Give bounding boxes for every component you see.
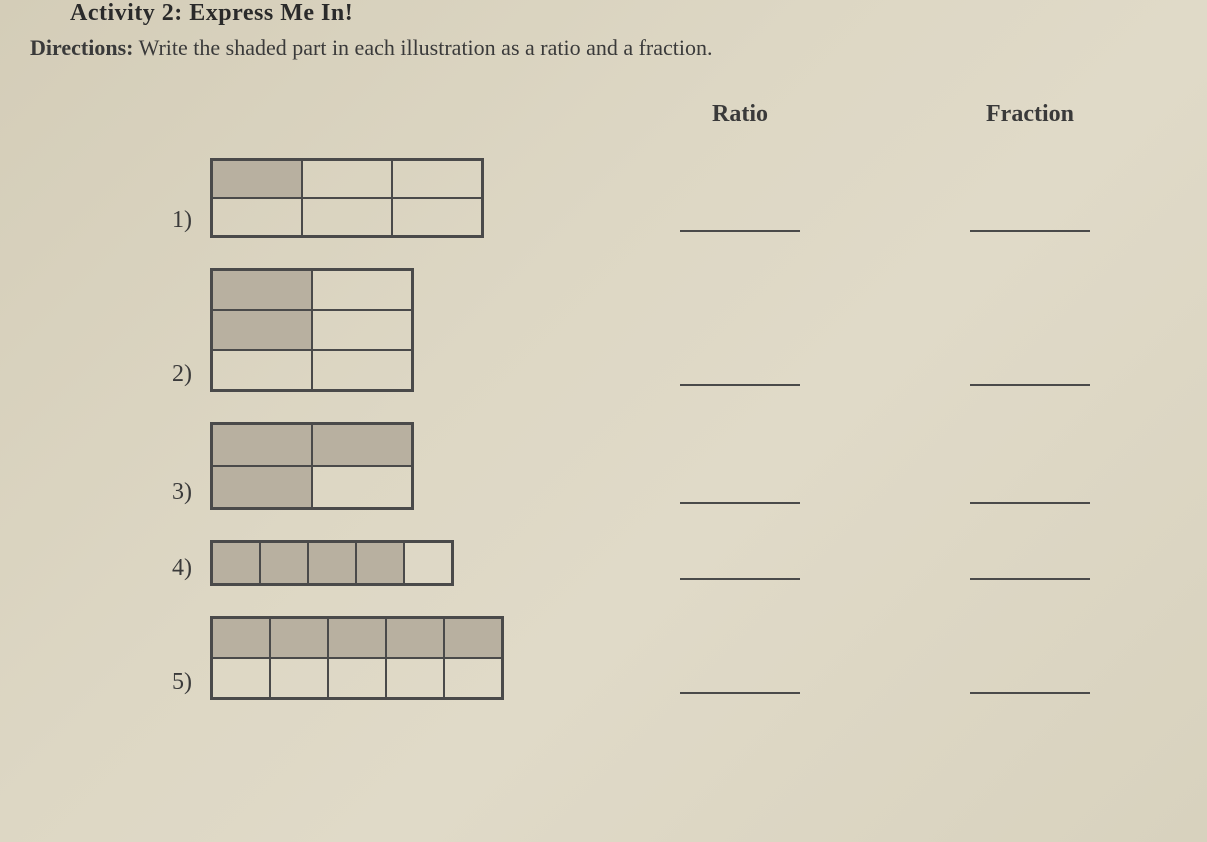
- item-number: 1): [30, 207, 210, 238]
- fraction-answer[interactable]: [890, 692, 1170, 700]
- item-row: 4): [30, 540, 1177, 586]
- cell: [212, 270, 312, 310]
- item-row: 3): [30, 422, 1177, 510]
- cell: [312, 310, 412, 350]
- cell: [356, 542, 404, 584]
- grid-2: [210, 268, 414, 392]
- cell: [308, 542, 356, 584]
- grid-1: [210, 158, 484, 238]
- cell: [260, 542, 308, 584]
- illustration: [210, 268, 590, 392]
- answer-line: [680, 692, 800, 694]
- grid-5: [210, 616, 504, 700]
- answer-line: [970, 502, 1090, 504]
- cell: [392, 160, 482, 198]
- cell: [212, 310, 312, 350]
- ratio-answer[interactable]: [590, 692, 890, 700]
- ratio-header: Ratio: [590, 101, 890, 128]
- directions-text: Write the shaded part in each illustrati…: [133, 35, 712, 60]
- fraction-header: Fraction: [890, 101, 1170, 128]
- illustration: [210, 158, 590, 238]
- item-row: 5): [30, 616, 1177, 700]
- directions: Directions: Write the shaded part in eac…: [30, 35, 1177, 61]
- cell: [312, 466, 412, 508]
- cell: [312, 350, 412, 390]
- illustration: [210, 422, 590, 510]
- column-headers: Ratio Fraction: [30, 101, 1177, 128]
- cell: [212, 542, 260, 584]
- cell: [212, 160, 302, 198]
- cell: [386, 618, 444, 658]
- answer-line: [970, 692, 1090, 694]
- cell: [212, 198, 302, 236]
- illustration: [210, 540, 590, 586]
- cell: [312, 424, 412, 466]
- ratio-answer[interactable]: [590, 578, 890, 586]
- header-spacer: [30, 101, 590, 128]
- cell: [392, 198, 482, 236]
- cell: [212, 658, 270, 698]
- cell: [212, 618, 270, 658]
- cell: [404, 542, 452, 584]
- answer-line: [680, 578, 800, 580]
- answer-line: [970, 384, 1090, 386]
- item-row: 1): [30, 158, 1177, 238]
- cell: [270, 618, 328, 658]
- cell: [444, 658, 502, 698]
- item-number: 2): [30, 361, 210, 392]
- cell: [302, 160, 392, 198]
- item-number: 3): [30, 479, 210, 510]
- grid-4: [210, 540, 454, 586]
- cell: [444, 618, 502, 658]
- directions-label: Directions:: [30, 35, 133, 60]
- answer-line: [970, 578, 1090, 580]
- illustration: [210, 616, 590, 700]
- fraction-answer[interactable]: [890, 578, 1170, 586]
- fraction-answer[interactable]: [890, 502, 1170, 510]
- item-number: 4): [30, 555, 210, 586]
- item-row: 2): [30, 268, 1177, 392]
- ratio-answer[interactable]: [590, 230, 890, 238]
- answer-line: [680, 384, 800, 386]
- ratio-answer[interactable]: [590, 502, 890, 510]
- cell: [212, 350, 312, 390]
- grid-3: [210, 422, 414, 510]
- cell: [302, 198, 392, 236]
- ratio-answer[interactable]: [590, 384, 890, 392]
- cell: [328, 618, 386, 658]
- answer-line: [680, 230, 800, 232]
- item-number: 5): [30, 669, 210, 700]
- cell: [386, 658, 444, 698]
- fraction-answer[interactable]: [890, 230, 1170, 238]
- worksheet-page: Activity 2: Express Me In! Directions: W…: [0, 0, 1207, 700]
- cell: [212, 424, 312, 466]
- cell: [312, 270, 412, 310]
- answer-line: [680, 502, 800, 504]
- answer-line: [970, 230, 1090, 232]
- cell: [270, 658, 328, 698]
- fraction-answer[interactable]: [890, 384, 1170, 392]
- cell: [328, 658, 386, 698]
- cell: [212, 466, 312, 508]
- activity-title: Activity 2: Express Me In!: [70, 0, 1177, 27]
